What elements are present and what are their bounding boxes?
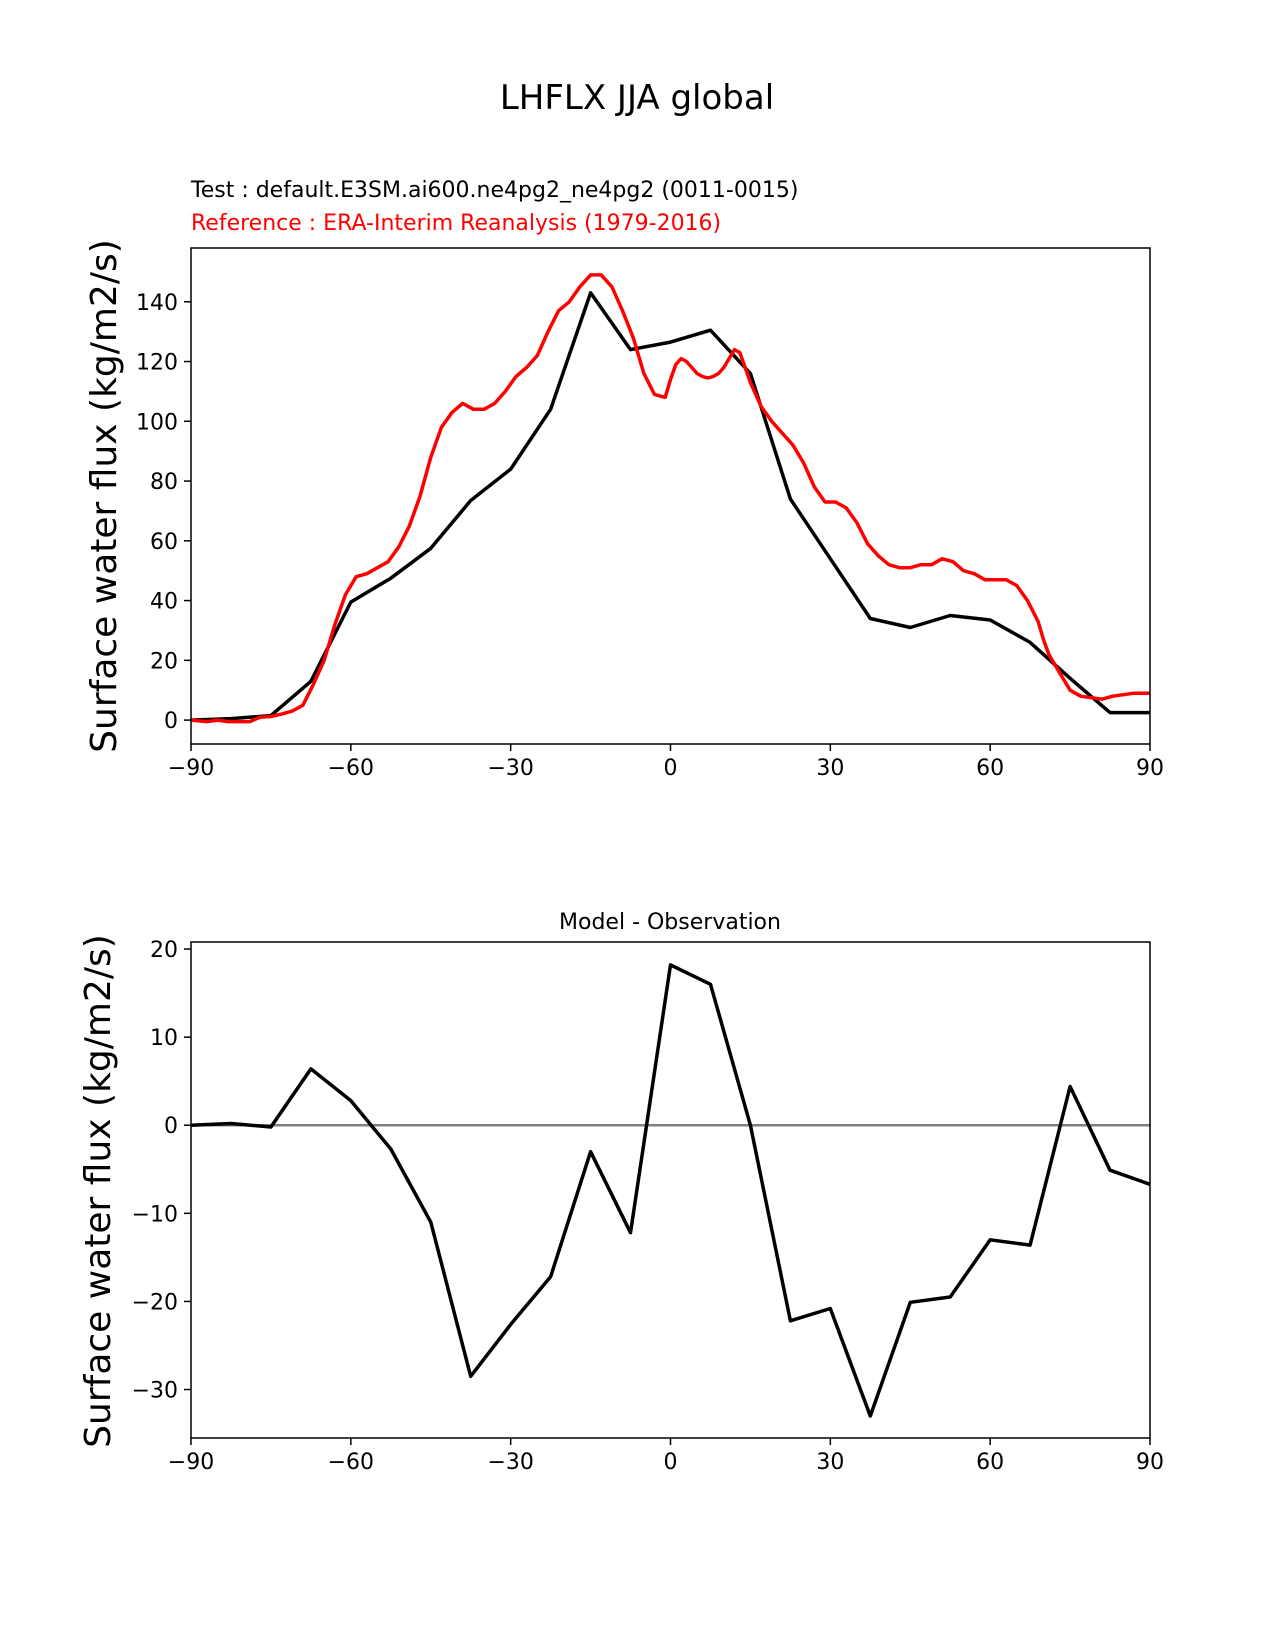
y-tick-label: 40 <box>150 590 178 615</box>
y-tick-label: −10 <box>132 1202 178 1227</box>
bottom-series-group <box>190 963 1151 1418</box>
x-tick-label: 30 <box>816 756 844 781</box>
x-tick-label: −30 <box>487 1450 533 1475</box>
test-series-line <box>190 291 1150 722</box>
reference-label: Reference : ERA-Interim Reanalysis (1979… <box>191 211 721 236</box>
y-tick-label: −20 <box>132 1290 178 1315</box>
x-tick-label: 60 <box>976 1450 1004 1475</box>
x-tick-label: 30 <box>816 1450 844 1475</box>
difference-series-line <box>190 963 1151 1418</box>
bottom-panel: Model - Observation Surface water flux (… <box>78 910 1164 1475</box>
x-tick-label: 90 <box>1136 756 1164 781</box>
bottom-title: Model - Observation <box>559 910 781 935</box>
y-tick-label: 0 <box>164 709 178 734</box>
x-tick-label: 0 <box>664 756 678 781</box>
x-tick-label: −60 <box>328 756 374 781</box>
reference-series-line <box>190 273 1150 724</box>
x-tick-label: 0 <box>664 1450 678 1475</box>
y-tick-label: 120 <box>136 351 178 376</box>
y-tick-label: −30 <box>132 1379 178 1404</box>
y-tick-label: 0 <box>164 1114 178 1139</box>
bottom-axes-frame <box>190 941 1151 1439</box>
x-tick-label: 60 <box>976 756 1004 781</box>
y-tick-label: 20 <box>150 938 178 963</box>
x-tick-label: 90 <box>1136 1450 1164 1475</box>
x-tick-label: −90 <box>168 1450 214 1475</box>
y-tick-label: 80 <box>150 470 178 495</box>
figure-suptitle: LHFLX JJA global <box>500 78 774 118</box>
y-tick-label: 140 <box>136 291 178 316</box>
y-tick-label: 60 <box>150 530 178 555</box>
top-axes-frame <box>190 247 1151 745</box>
y-tick-label: 100 <box>136 410 178 435</box>
x-tick-label: −60 <box>328 1450 374 1475</box>
bottom-axis-ticks: −90 −60 −30 0 30 60 90 −30 −20 −10 0 10 20 <box>132 938 1164 1475</box>
x-tick-label: −90 <box>168 756 214 781</box>
top-panel: Test : default.E3SM.ai600.ne4pg2_ne4pg2 … <box>84 178 1164 781</box>
test-label: Test : default.E3SM.ai600.ne4pg2_ne4pg2 … <box>190 178 798 203</box>
top-ylabel: Surface water flux (kg/m2/s) <box>84 239 125 753</box>
top-axis-ticks: −90 −60 −30 0 30 60 90 0 20 40 60 80 100 120 140 <box>136 291 1164 781</box>
y-tick-label: 10 <box>150 1026 178 1051</box>
top-series-group <box>190 273 1150 724</box>
y-tick-label: 20 <box>150 649 178 674</box>
bottom-ylabel: Surface water flux (kg/m2/s) <box>78 934 119 1448</box>
x-tick-label: −30 <box>487 756 533 781</box>
